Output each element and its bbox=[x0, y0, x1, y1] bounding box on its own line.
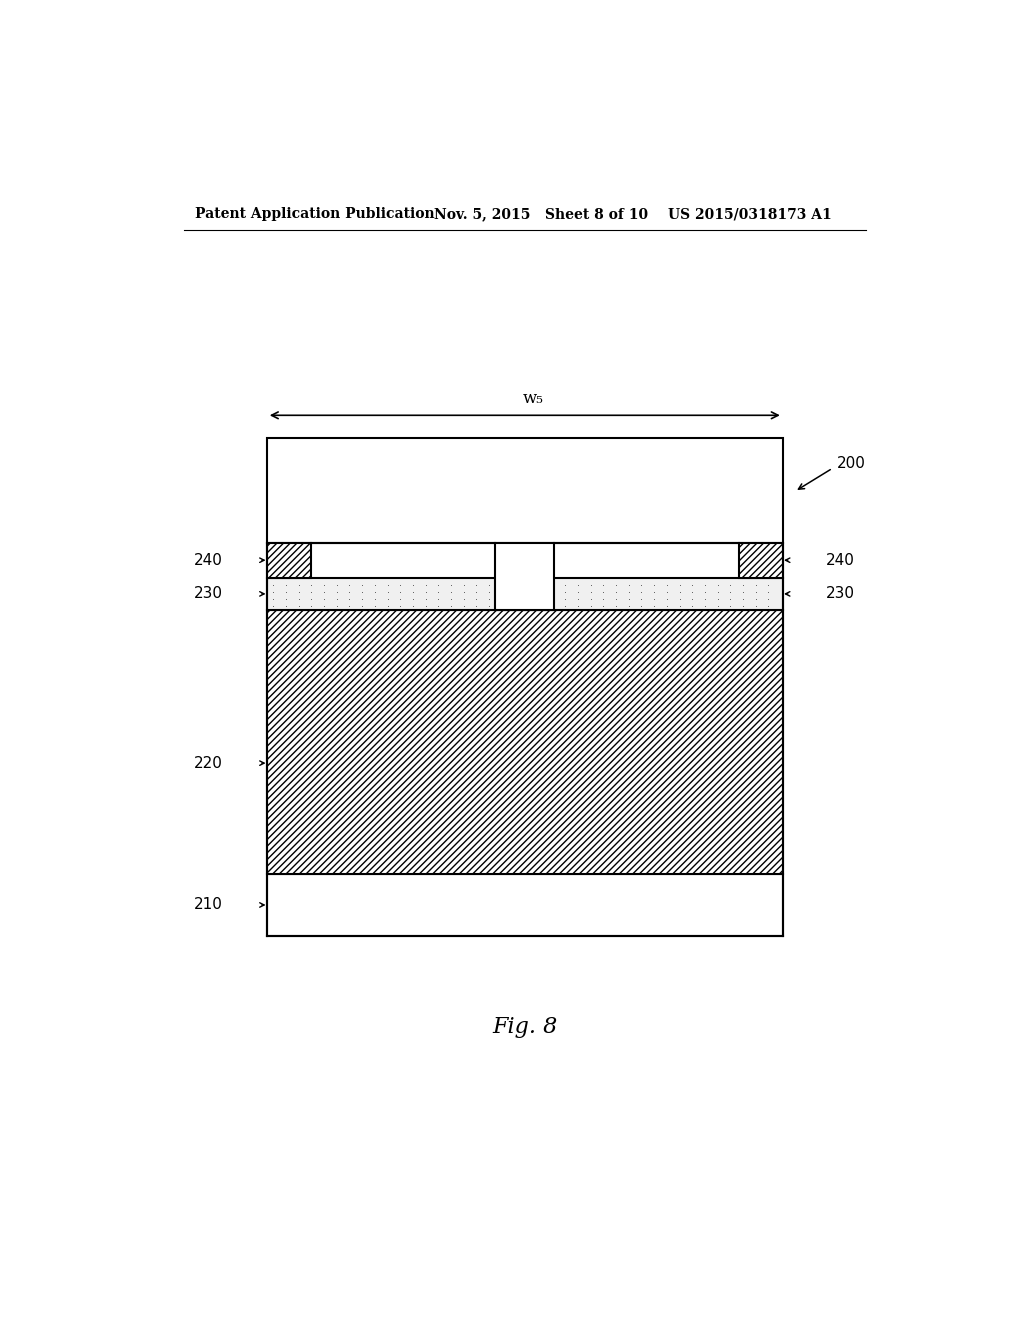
Text: w₅: w₅ bbox=[522, 391, 543, 407]
Text: Patent Application Publication: Patent Application Publication bbox=[196, 207, 435, 222]
Text: Fig. 8: Fig. 8 bbox=[493, 1016, 557, 1039]
Text: 210: 210 bbox=[195, 898, 223, 912]
Text: w₄: w₄ bbox=[520, 441, 538, 454]
Text: US 2015/0318173 A1: US 2015/0318173 A1 bbox=[668, 207, 831, 222]
Text: Nov. 5, 2015   Sheet 8 of 10: Nov. 5, 2015 Sheet 8 of 10 bbox=[433, 207, 647, 222]
Bar bbox=[267, 578, 782, 610]
Bar bbox=[267, 610, 782, 874]
Bar bbox=[496, 578, 554, 610]
Bar bbox=[267, 438, 782, 543]
Text: 230: 230 bbox=[195, 586, 223, 602]
Bar bbox=[496, 543, 554, 610]
Bar bbox=[267, 543, 310, 578]
Text: 240: 240 bbox=[826, 553, 855, 568]
Text: 520: 520 bbox=[397, 451, 426, 467]
Text: 230: 230 bbox=[826, 586, 855, 602]
Text: 510: 510 bbox=[518, 465, 547, 480]
Text: 200: 200 bbox=[837, 455, 865, 470]
Text: 220: 220 bbox=[195, 755, 223, 771]
Bar bbox=[267, 874, 782, 936]
Bar bbox=[739, 543, 782, 578]
Text: 240: 240 bbox=[195, 553, 223, 568]
